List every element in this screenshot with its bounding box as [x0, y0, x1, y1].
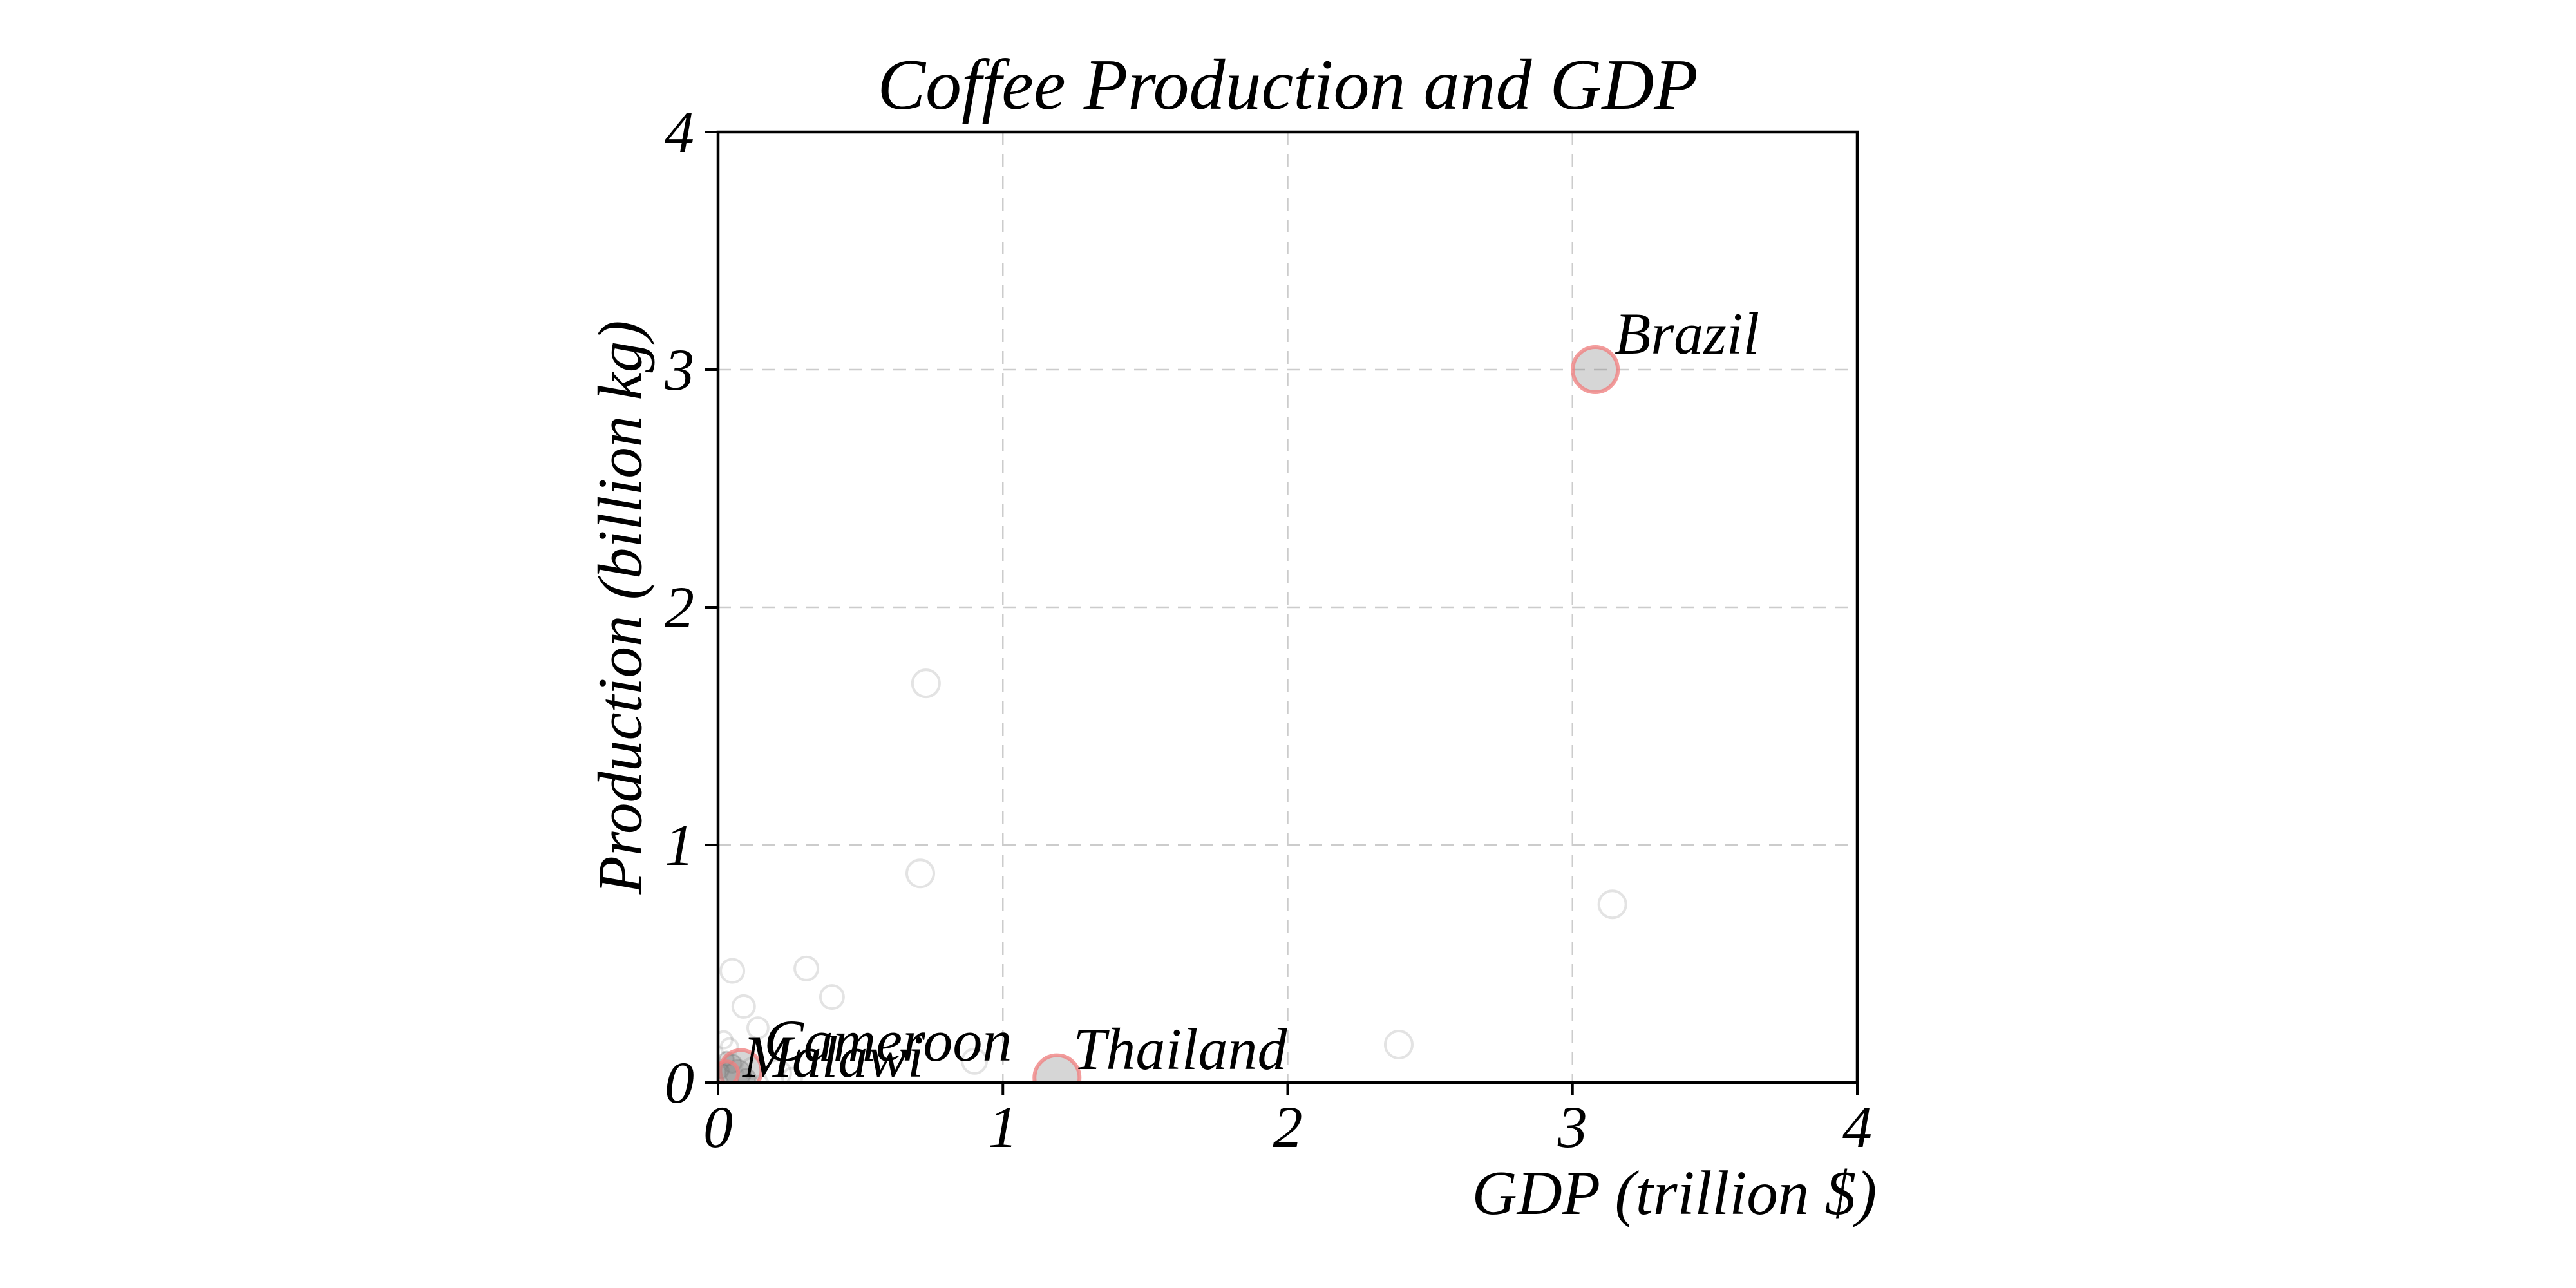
bubble-thailand: [1032, 1053, 1082, 1083]
x-tick-label-1: 1: [988, 1094, 1018, 1160]
bubble: [905, 858, 935, 889]
y-tick-label-1: 1: [665, 812, 694, 878]
x-tick-label-2: 2: [1273, 1094, 1303, 1160]
points-layer: [718, 345, 1627, 1083]
bubble: [781, 1066, 803, 1083]
chart-title: Coffee Production and GDP: [877, 45, 1698, 125]
point-label-malawi: Malawi: [743, 1024, 924, 1090]
bubble: [1597, 889, 1627, 920]
bubble: [731, 994, 756, 1019]
x-tick-label-4: 4: [1842, 1094, 1872, 1160]
x-tick-label-3: 3: [1557, 1094, 1587, 1160]
x-tick-label-0: 0: [703, 1094, 733, 1160]
grid-layer: [718, 131, 1859, 1083]
bubble: [763, 1059, 792, 1083]
axis-layer: [705, 130, 1859, 1095]
bubble-malawi: [718, 1059, 741, 1083]
bubble: [911, 668, 941, 699]
bubble-brazil: [1571, 345, 1620, 394]
point-label-brazil: Brazil: [1615, 301, 1760, 366]
bubble: [719, 958, 746, 984]
point-label-cameroon: Cameroon: [764, 1007, 1012, 1074]
y-tick-label-4: 4: [665, 99, 694, 165]
bubble: [793, 955, 820, 981]
bubble: [718, 1030, 734, 1050]
point-label-thailand: Thailand: [1073, 1016, 1287, 1082]
y-tick-label-2: 2: [665, 574, 694, 640]
bubble: [746, 1016, 770, 1040]
bubble: [819, 984, 845, 1010]
bubble: [1383, 1029, 1414, 1059]
x-axis-label: GDP (trillion $): [1472, 1159, 1877, 1227]
y-tick-label-0: 0: [665, 1050, 694, 1115]
y-tick-label-3: 3: [665, 337, 694, 402]
bubble: [961, 1047, 989, 1075]
bubble-cameroon: [718, 1048, 764, 1083]
